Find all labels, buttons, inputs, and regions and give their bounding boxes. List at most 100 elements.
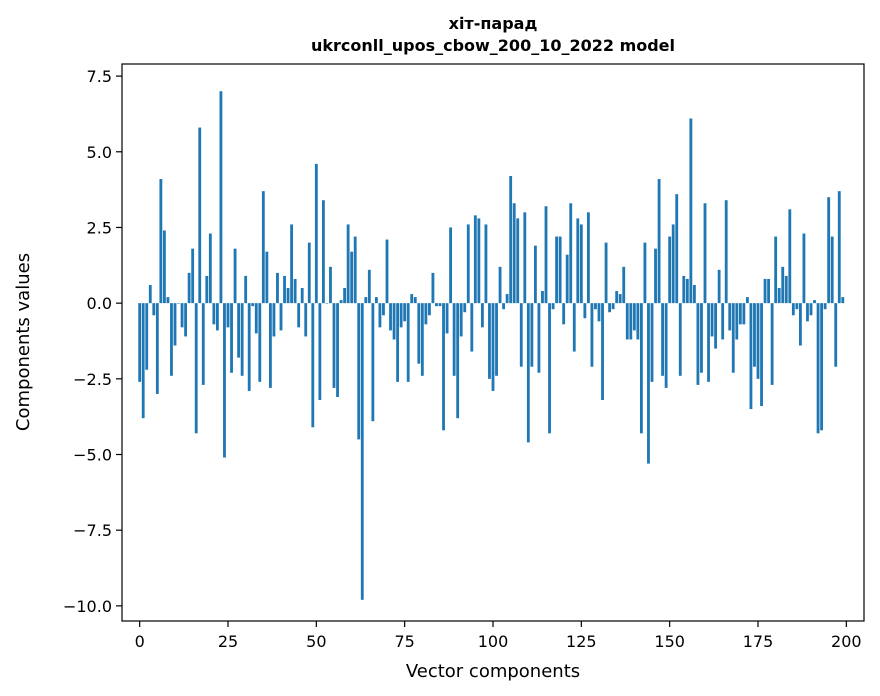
bar-92 — [463, 303, 467, 313]
bar-0 — [138, 303, 142, 382]
bar-182 — [781, 266, 785, 304]
bar-133 — [608, 303, 612, 313]
bar-60 — [350, 251, 354, 304]
bar-166 — [724, 200, 728, 304]
bar-97 — [480, 303, 484, 328]
bar-167 — [728, 303, 732, 331]
bar-138 — [625, 303, 629, 340]
bar-142 — [639, 303, 643, 434]
bar-80 — [420, 303, 424, 376]
bar-39 — [276, 272, 279, 304]
chart-subtitle: ukrconll_upos_cbow_200_10_2022 model — [311, 36, 675, 55]
chart-title: хіт-парад — [449, 14, 538, 33]
bar-158 — [696, 303, 700, 385]
bar-145 — [650, 303, 654, 382]
y-tick-label: 5.0 — [87, 143, 112, 162]
bar-120 — [562, 303, 566, 325]
bar-185 — [791, 303, 795, 316]
bar-161 — [707, 303, 710, 382]
bar-48 — [307, 242, 311, 304]
bar-24 — [223, 303, 226, 458]
bar-96 — [477, 218, 481, 304]
bar-189 — [806, 303, 809, 322]
bar-125 — [579, 224, 583, 304]
bar-64 — [364, 297, 368, 304]
bar-155 — [685, 278, 689, 304]
bar-139 — [629, 303, 633, 340]
bar-123 — [572, 303, 576, 352]
bar-191 — [813, 300, 816, 304]
bar-177 — [763, 278, 767, 304]
bar-174 — [753, 303, 756, 367]
bar-178 — [767, 278, 771, 304]
bar-116 — [548, 303, 551, 434]
bar-10 — [173, 303, 177, 346]
bar-108 — [519, 303, 523, 367]
bar-78 — [413, 297, 417, 304]
bar-160 — [703, 203, 707, 304]
bar-127 — [586, 212, 590, 304]
bar-2 — [145, 303, 149, 370]
bar-87 — [445, 303, 449, 334]
bar-3 — [148, 284, 152, 304]
x-tick-label: 75 — [394, 632, 414, 651]
bar-104 — [505, 294, 509, 304]
bar-122 — [569, 203, 573, 304]
bar-36 — [265, 251, 269, 304]
bar-94 — [470, 303, 474, 352]
bar-32 — [251, 303, 255, 307]
bar-183 — [784, 275, 788, 304]
bar-198 — [837, 191, 841, 304]
bar-6 — [159, 179, 163, 304]
y-axis: 7.5 5.0 2.5 0.0 −2.5 −5.0 −7.5 −10.0 — [63, 67, 122, 616]
y-tick-label: −2.5 — [73, 370, 112, 389]
x-tick-label: 125 — [566, 632, 597, 651]
bar-73 — [396, 303, 400, 382]
bar-132 — [604, 242, 608, 304]
bar-77 — [410, 294, 414, 304]
bar-66 — [371, 303, 375, 422]
bar-103 — [502, 303, 506, 310]
bar-43 — [290, 224, 294, 304]
bar-176 — [760, 303, 763, 407]
bar-70 — [385, 239, 389, 304]
bar-150 — [668, 236, 672, 304]
bar-62 — [357, 303, 361, 440]
bar-137 — [622, 266, 626, 304]
bar-27 — [233, 248, 237, 304]
bar-119 — [558, 236, 562, 304]
bar-88 — [449, 227, 453, 304]
bar-135 — [615, 291, 619, 304]
bar-13 — [184, 303, 188, 337]
bar-175 — [756, 303, 760, 379]
bar-79 — [417, 303, 421, 364]
bar-121 — [565, 254, 569, 304]
bar-23 — [219, 91, 223, 304]
bar-134 — [611, 303, 615, 310]
bar-148 — [661, 303, 665, 376]
bar-84 — [435, 303, 438, 307]
bar-106 — [512, 203, 516, 304]
bar-170 — [738, 303, 742, 325]
bar-196 — [830, 236, 834, 304]
bar-124 — [576, 218, 580, 304]
bar-143 — [643, 242, 647, 304]
bar-41 — [283, 275, 286, 304]
bar-95 — [473, 215, 477, 304]
bar-21 — [212, 303, 216, 325]
bar-74 — [399, 303, 403, 328]
bar-81 — [424, 303, 428, 325]
x-axis: 0 25 50 75 100 125 150 175 200 — [135, 621, 862, 651]
bar-107 — [516, 218, 520, 304]
bar-61 — [353, 236, 357, 304]
bar-171 — [742, 303, 746, 325]
bar-197 — [834, 303, 838, 367]
bar-111 — [530, 303, 534, 367]
bar-194 — [823, 303, 827, 310]
bar-109 — [523, 212, 527, 304]
bar-22 — [215, 303, 219, 331]
bars-group — [138, 91, 845, 600]
x-axis-label: Vector components — [406, 661, 580, 682]
bar-16 — [194, 303, 198, 434]
bar-54 — [329, 266, 332, 304]
